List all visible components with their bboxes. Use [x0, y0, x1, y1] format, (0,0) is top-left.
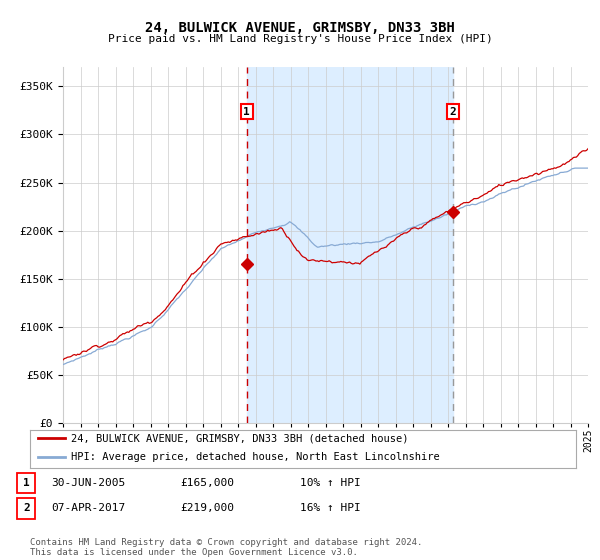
Bar — [247, 67, 453, 423]
Text: 24, BULWICK AVENUE, GRIMSBY, DN33 3BH (detached house): 24, BULWICK AVENUE, GRIMSBY, DN33 3BH (d… — [71, 433, 409, 444]
Text: 1: 1 — [23, 478, 30, 488]
Text: 1: 1 — [244, 106, 250, 116]
Text: 2: 2 — [449, 106, 456, 116]
Text: 30-JUN-2005: 30-JUN-2005 — [51, 478, 125, 488]
Text: 24, BULWICK AVENUE, GRIMSBY, DN33 3BH: 24, BULWICK AVENUE, GRIMSBY, DN33 3BH — [145, 21, 455, 35]
Text: 07-APR-2017: 07-APR-2017 — [51, 503, 125, 514]
Text: HPI: Average price, detached house, North East Lincolnshire: HPI: Average price, detached house, Nort… — [71, 452, 440, 463]
Text: £165,000: £165,000 — [180, 478, 234, 488]
Text: 2: 2 — [23, 503, 30, 514]
Text: Contains HM Land Registry data © Crown copyright and database right 2024.
This d: Contains HM Land Registry data © Crown c… — [30, 538, 422, 557]
Text: 10% ↑ HPI: 10% ↑ HPI — [300, 478, 361, 488]
Text: 16% ↑ HPI: 16% ↑ HPI — [300, 503, 361, 514]
Text: Price paid vs. HM Land Registry's House Price Index (HPI): Price paid vs. HM Land Registry's House … — [107, 34, 493, 44]
Text: £219,000: £219,000 — [180, 503, 234, 514]
